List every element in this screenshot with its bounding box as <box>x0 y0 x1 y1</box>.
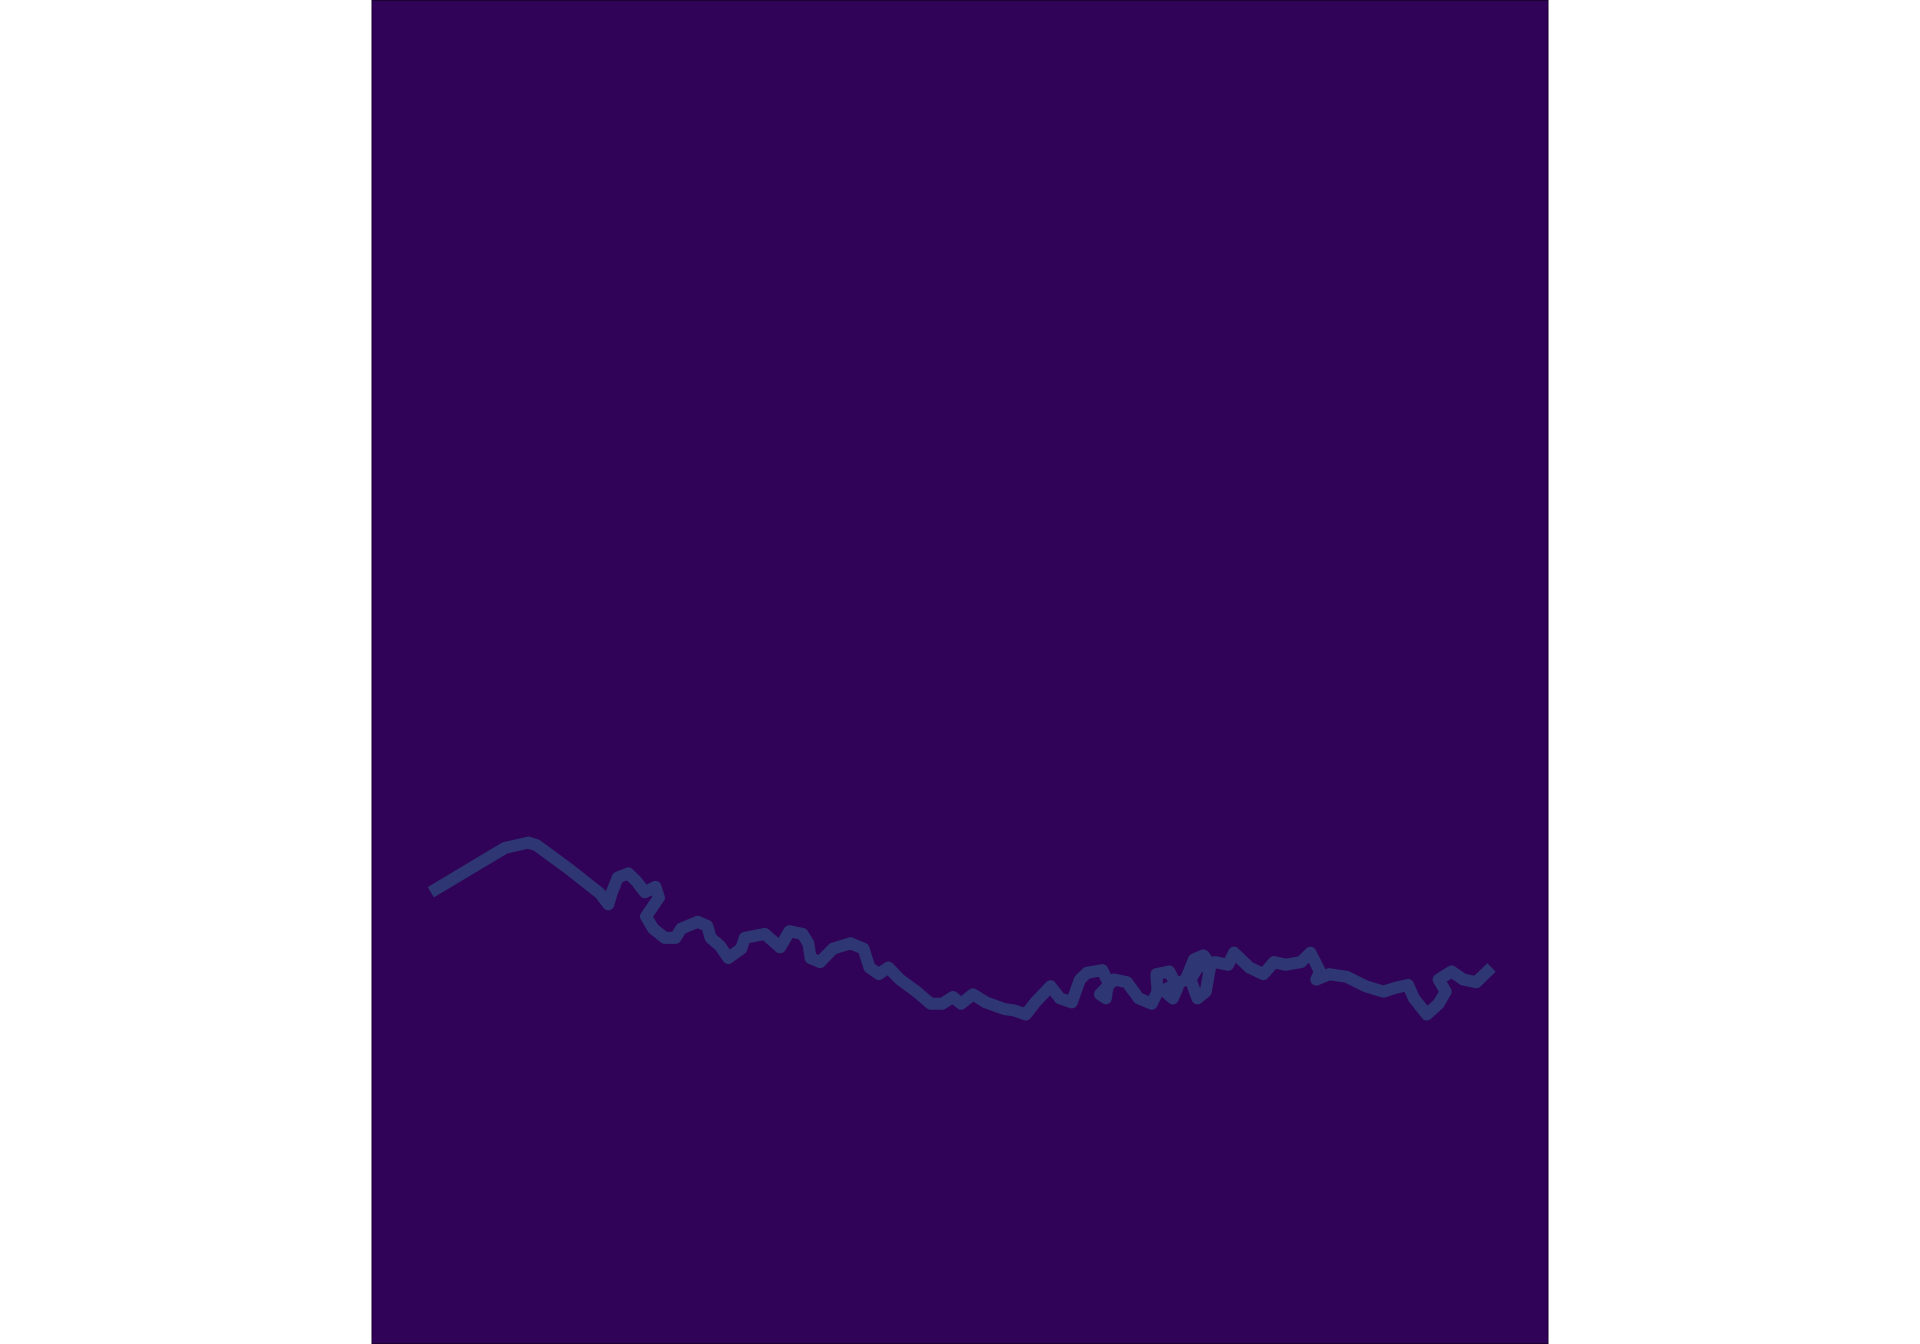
trajectory-line <box>427 836 1496 1021</box>
plot-panel <box>371 0 1549 1344</box>
